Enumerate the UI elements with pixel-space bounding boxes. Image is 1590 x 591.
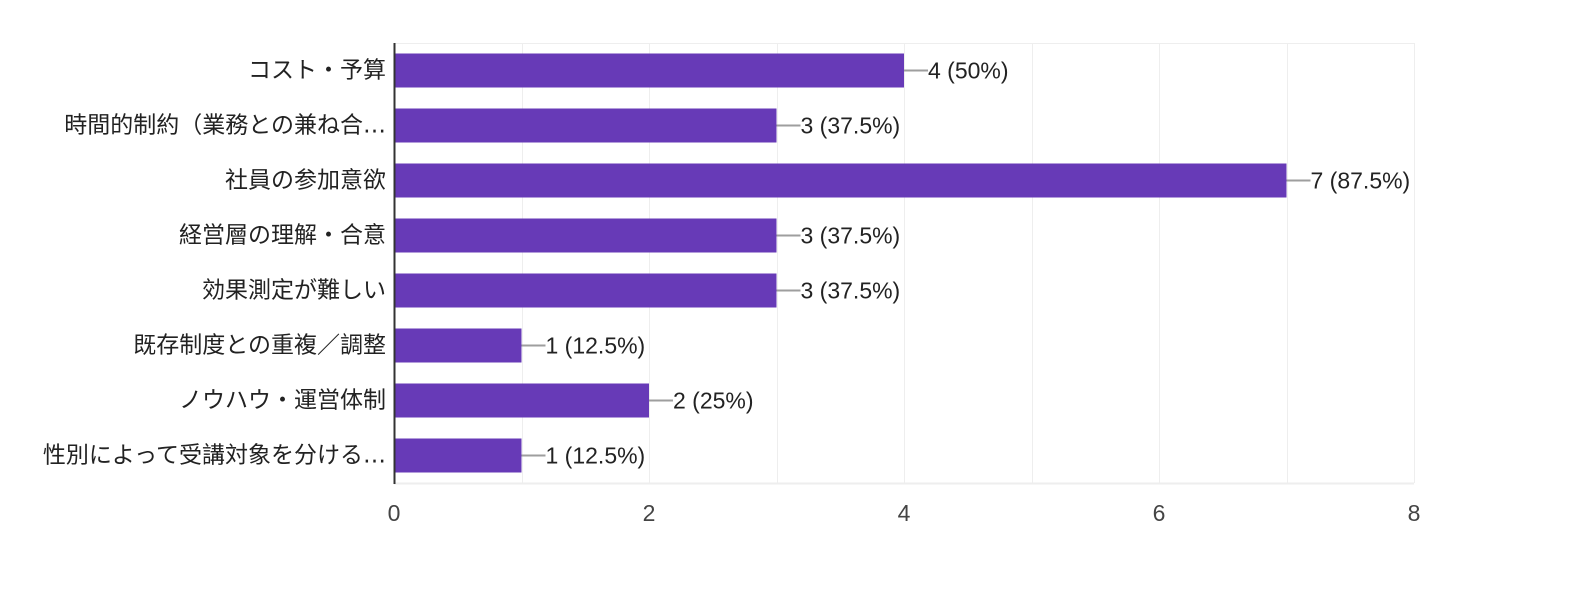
- data-label: 1 (12.5%): [546, 333, 646, 359]
- x-tick-label: 4: [898, 500, 911, 526]
- bars: [394, 53, 1311, 473]
- data-label: 3 (37.5%): [801, 278, 901, 304]
- bar: [394, 328, 522, 363]
- category-label: 性別によって受講対象を分ける…: [43, 443, 386, 469]
- category-label: ノウハウ・運営体制: [179, 388, 386, 414]
- bar: [394, 273, 777, 308]
- x-tick-label: 0: [388, 500, 401, 526]
- category-label: 時間的制約（業務との兼ね合…: [64, 113, 386, 139]
- x-tick-label: 8: [1408, 500, 1421, 526]
- grid-lines: [394, 43, 1415, 485]
- data-label: 2 (25%): [673, 388, 754, 414]
- bar: [394, 383, 649, 418]
- data-label: 4 (50%): [928, 58, 1009, 84]
- data-label: 3 (37.5%): [801, 113, 901, 139]
- data-label: 1 (12.5%): [546, 443, 646, 469]
- category-label: 既存制度との重複／調整: [133, 333, 386, 359]
- labels: 4 (50%) コスト・予算 3 (37.5%) 時間的制約（業務との兼ね合… 7 (8…: [43, 58, 1421, 527]
- data-label: 3 (37.5%): [801, 223, 901, 249]
- category-label: 効果測定が難しい: [202, 278, 386, 304]
- bar: [394, 108, 777, 143]
- category-label: コスト・予算: [248, 58, 386, 84]
- category-label: 経営層の理解・合意: [179, 223, 386, 249]
- bar: [394, 218, 777, 253]
- bar: [394, 163, 1287, 198]
- bar: [394, 438, 522, 473]
- bar: [394, 53, 904, 88]
- data-label: 7 (87.5%): [1311, 168, 1411, 194]
- x-tick-label: 2: [643, 500, 656, 526]
- x-tick-label: 6: [1153, 500, 1166, 526]
- category-label: 社員の参加意欲: [225, 168, 386, 194]
